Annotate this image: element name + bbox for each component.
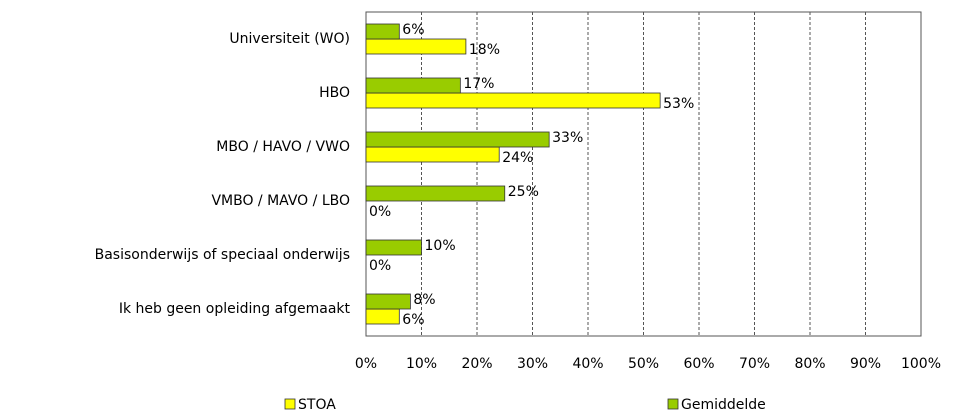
x-tick-label: 50% (628, 356, 659, 372)
bar (365, 239, 422, 256)
category-label: HBO (319, 85, 350, 101)
bar (365, 308, 400, 325)
x-tick-label: 30% (517, 356, 548, 372)
x-tick-label: 90% (850, 356, 881, 372)
data-label: 24% (502, 150, 533, 166)
bar (365, 131, 550, 148)
x-tick-label: 70% (739, 356, 770, 372)
data-label: 6% (402, 312, 424, 328)
data-label: 10% (425, 238, 456, 254)
legend-swatch (667, 398, 679, 410)
legend-swatch (284, 398, 296, 410)
data-label: 53% (663, 96, 694, 112)
bar (365, 23, 400, 40)
bar (365, 146, 500, 163)
data-label: 25% (508, 184, 539, 200)
category-label: VMBO / MAVO / LBO (211, 193, 350, 209)
legend-label: Gemiddelde (681, 397, 766, 413)
bar (365, 92, 661, 109)
data-label: 6% (402, 22, 424, 38)
data-label: 33% (552, 130, 583, 146)
legend-label: STOA (298, 397, 336, 413)
x-tick-label: 20% (461, 356, 492, 372)
x-tick-label: 0% (355, 356, 377, 372)
data-label: 8% (413, 292, 435, 308)
x-tick-label: 60% (683, 356, 714, 372)
data-label: 18% (469, 42, 500, 58)
category-label: Universiteit (WO) (229, 31, 350, 47)
x-tick-label: 80% (794, 356, 825, 372)
bar (365, 77, 461, 94)
data-label: 0% (369, 258, 391, 274)
x-tick-label: 10% (406, 356, 437, 372)
category-label: MBO / HAVO / VWO (216, 139, 350, 155)
data-label: 0% (369, 204, 391, 220)
bar (365, 293, 411, 310)
bar (365, 38, 467, 55)
x-tick-label: 40% (572, 356, 603, 372)
category-label: Basisonderwijs of speciaal onderwijs (95, 247, 350, 263)
category-label: Ik heb geen opleiding afgemaakt (119, 301, 351, 317)
plot-frame (365, 11, 922, 337)
bar (365, 185, 506, 202)
x-tick-label: 100% (901, 356, 941, 372)
data-label: 17% (463, 76, 494, 92)
